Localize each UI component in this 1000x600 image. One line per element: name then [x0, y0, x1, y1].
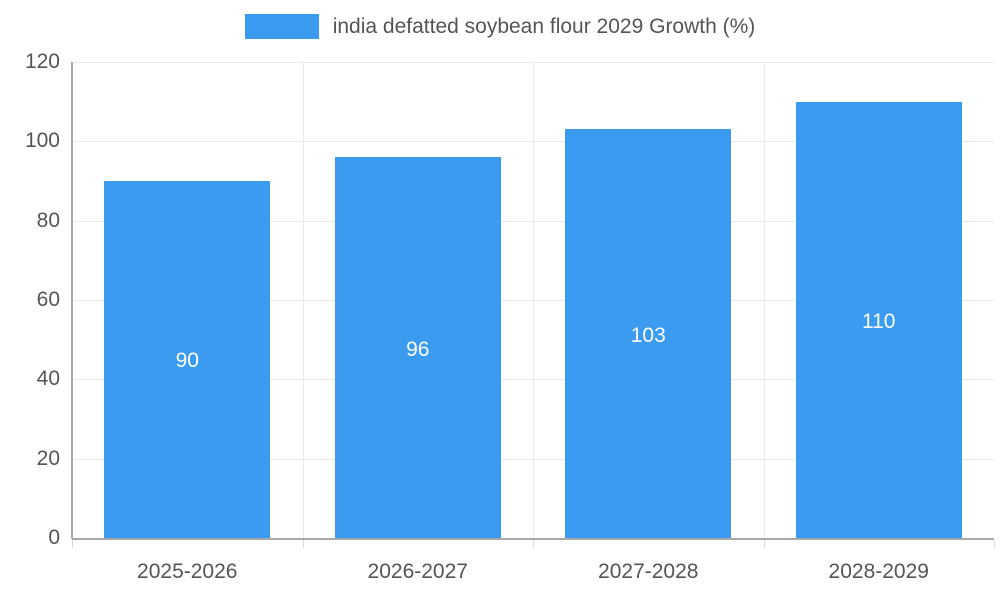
x-axis-tick-mark — [533, 540, 534, 548]
bar-value-label: 110 — [862, 310, 896, 333]
x-axis-tick-mark — [763, 540, 765, 548]
y-axis-line — [71, 62, 73, 539]
plot-area: 90 96 103 110 — [72, 62, 994, 539]
gridline-x — [302, 62, 304, 538]
x-axis-tick-label: 2026-2027 — [367, 560, 468, 583]
chart-legend: india defatted soybean flour 2029 Growth… — [0, 14, 1000, 39]
legend-item-series-0[interactable]: india defatted soybean flour 2029 Growth… — [244, 14, 756, 39]
legend-item-label: india defatted soybean flour 2029 Growth… — [332, 15, 756, 38]
y-axis-tick-label: 100 — [24, 129, 60, 153]
bar-value-label: 103 — [630, 323, 666, 347]
y-axis-tick-label: 60 — [36, 288, 60, 311]
x-axis-tick-label: 2025-2026 — [137, 560, 238, 583]
y-axis-tick-label: 80 — [36, 208, 60, 232]
gridline-x — [763, 62, 765, 538]
y-axis-tick-label: 40 — [36, 367, 60, 391]
x-axis-tick-mark — [72, 540, 73, 548]
bar-value-label: 90 — [175, 349, 199, 373]
bar[interactable] — [795, 101, 962, 538]
x-axis-tick-mark — [994, 540, 995, 548]
x-axis-tick-label: 2027-2028 — [598, 560, 699, 583]
y-axis-tick-label: 0 — [48, 526, 60, 549]
gridline-x — [533, 62, 534, 538]
y-axis-tick-label: 120 — [24, 50, 60, 73]
x-axis-line — [72, 538, 994, 540]
bar[interactable] — [565, 129, 732, 538]
y-axis-tick-label: 20 — [36, 446, 60, 470]
x-axis-tick-mark — [302, 540, 304, 548]
bar[interactable] — [334, 157, 501, 538]
x-axis-tick-label: 2028-2029 — [828, 560, 929, 583]
bar[interactable] — [104, 181, 271, 538]
legend-swatch-icon — [244, 14, 319, 39]
bar-value-label: 96 — [406, 337, 430, 361]
